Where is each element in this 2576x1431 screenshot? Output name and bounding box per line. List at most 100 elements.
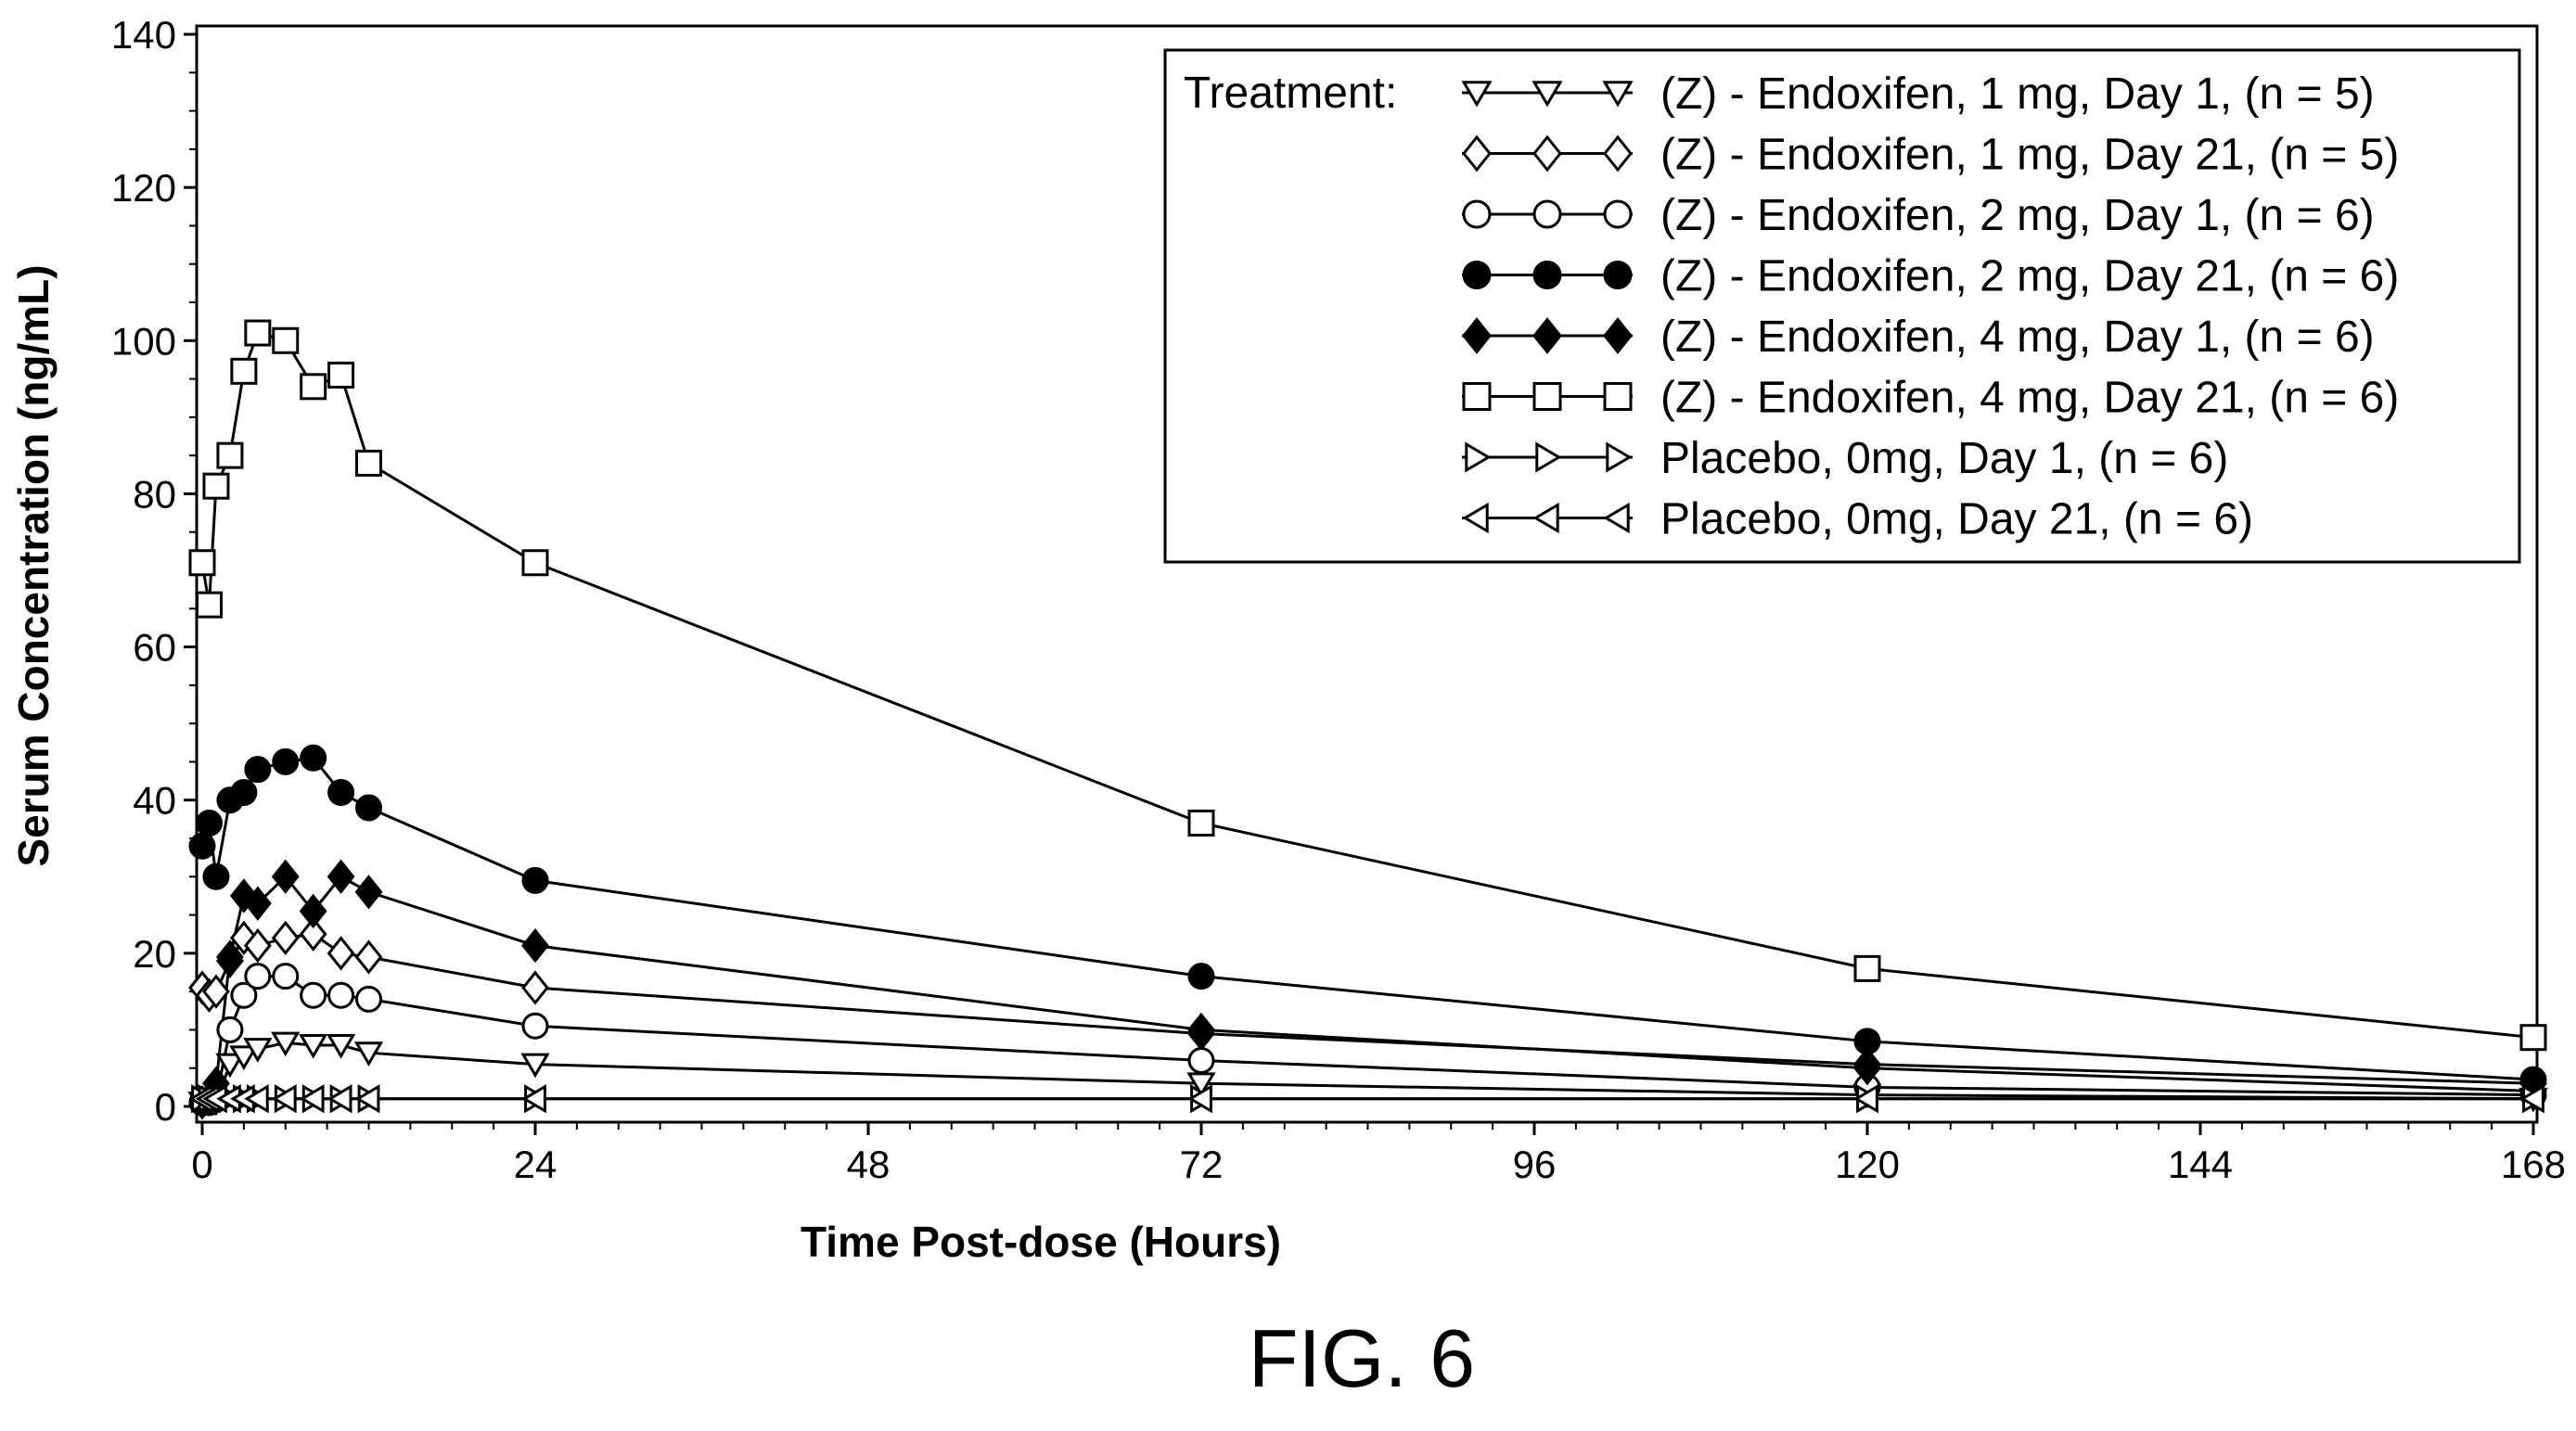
legend-marker xyxy=(1603,199,1633,229)
x-tick-label: 168 xyxy=(2501,1143,2566,1186)
y-tick-label: 60 xyxy=(133,626,176,670)
data-point-series-5 xyxy=(1187,1012,1215,1048)
x-tick-label: 0 xyxy=(191,1143,212,1186)
data-point-series-4 xyxy=(1853,1028,1881,1055)
legend-marker xyxy=(1462,134,1492,172)
legend-entry-label: (Z) - Endoxifen, 2 mg, Day 21, (n = 6) xyxy=(1660,252,2399,301)
legend-title: Treatment: xyxy=(1184,69,1397,118)
data-point-series-4 xyxy=(327,778,355,806)
y-tick-label: 140 xyxy=(111,13,176,57)
legend-box xyxy=(1163,48,2521,564)
legend: Treatment: (Z) - Endoxifen, 1 mg, Day 1, … xyxy=(1163,48,2521,564)
legend-marker xyxy=(1606,441,1633,473)
legend-marker xyxy=(1462,261,1492,289)
legend-marker xyxy=(1462,199,1492,229)
x-tick-label: 120 xyxy=(1835,1143,1900,1186)
x-tick-label: 144 xyxy=(2168,1143,2233,1186)
data-point-series-1 xyxy=(271,1031,301,1057)
series-line-5 xyxy=(201,875,2534,1105)
data-point-series-2 xyxy=(202,974,230,1009)
legend-marker xyxy=(1603,382,1633,411)
data-point-series-3 xyxy=(327,981,355,1009)
legend-marker xyxy=(1465,441,1492,473)
x-tick-label: 96 xyxy=(1513,1143,1557,1186)
data-point-series-3 xyxy=(216,1016,244,1043)
data-point-series-6 xyxy=(195,591,223,619)
data-point-series-6 xyxy=(216,441,244,469)
y-tick-label: 40 xyxy=(133,779,176,823)
data-point-series-1 xyxy=(299,1034,328,1059)
legend-marker xyxy=(1532,134,1562,172)
legend-entry-label: (Z) - Endoxifen, 1 mg, Day 21, (n = 5) xyxy=(1660,131,2399,180)
data-point-series-1 xyxy=(520,1053,550,1079)
data-point-series-6 xyxy=(1853,954,1881,982)
data-point-series-1 xyxy=(215,1053,245,1079)
data-point-series-6 xyxy=(1187,809,1215,837)
data-point-series-4 xyxy=(202,862,230,890)
series-markers xyxy=(187,319,2548,1120)
data-point-series-3 xyxy=(230,981,258,1009)
data-point-series-5 xyxy=(354,875,383,910)
y-tick-label: 20 xyxy=(133,932,176,976)
data-point-series-4 xyxy=(230,778,258,806)
legend-marker xyxy=(1602,81,1634,108)
data-point-series-5 xyxy=(327,859,355,894)
data-point-series-5 xyxy=(521,927,549,964)
legend-marker xyxy=(1532,261,1562,289)
data-point-series-3 xyxy=(355,985,382,1013)
data-point-series-8 xyxy=(2519,1084,2544,1114)
x-tick-label: 48 xyxy=(847,1143,891,1186)
figure-caption: FIG. 6 xyxy=(1249,1312,1476,1404)
legend-marker xyxy=(1532,502,1559,534)
legend-marker xyxy=(1532,81,1563,108)
data-point-series-6 xyxy=(521,549,549,577)
data-point-series-6 xyxy=(272,326,300,354)
data-point-series-1 xyxy=(229,1045,259,1070)
axes: 0 20 40 60 80 100 120 140 0 24 48 72 96 120 144 168 xyxy=(111,13,2566,1186)
legend-entry-label: (Z) - Endoxifen, 2 mg, Day 1, (n = 6) xyxy=(1660,191,2375,240)
data-point-series-6 xyxy=(355,449,382,477)
data-point-series-6 xyxy=(230,357,258,385)
data-point-series-8 xyxy=(1187,1084,1212,1114)
data-point-series-8 xyxy=(300,1084,325,1114)
data-point-series-8 xyxy=(272,1084,297,1114)
data-point-series-8 xyxy=(521,1084,546,1114)
legend-entry-label: Placebo, 0mg, Day 21, (n = 6) xyxy=(1660,495,2253,544)
data-point-series-3 xyxy=(244,963,272,990)
data-point-series-5 xyxy=(243,886,272,921)
x-tick-label: 72 xyxy=(1180,1143,1224,1186)
data-point-series-6 xyxy=(327,361,355,389)
legend-marker xyxy=(1461,81,1493,108)
data-point-series-8 xyxy=(354,1084,380,1114)
legend-marker xyxy=(1535,441,1562,473)
data-point-series-2 xyxy=(327,936,355,971)
data-point-series-5 xyxy=(215,939,244,975)
legend-marker xyxy=(1603,261,1633,289)
data-point-series-6 xyxy=(188,549,216,577)
data-point-series-1 xyxy=(353,1041,384,1067)
data-point-series-2 xyxy=(521,970,549,1005)
legend-marker xyxy=(1532,199,1562,229)
data-point-series-1 xyxy=(326,1034,356,1059)
data-point-series-6 xyxy=(300,373,327,401)
data-point-series-4 xyxy=(272,747,300,775)
data-point-series-4 xyxy=(195,809,223,837)
y-tick-label: 100 xyxy=(111,319,176,363)
legend-entry-label: Placebo, 0mg, Day 1, (n = 6) xyxy=(1660,434,2228,483)
data-point-series-1 xyxy=(243,1038,273,1063)
x-tick-label: 24 xyxy=(514,1143,557,1186)
x-axis-title: Time Post-dose (Hours) xyxy=(801,1218,1281,1266)
data-point-series-6 xyxy=(202,472,230,500)
series-line-4 xyxy=(200,756,2534,1081)
data-point-series-5 xyxy=(1853,1051,1881,1086)
data-point-series-2 xyxy=(354,939,383,975)
data-point-series-4 xyxy=(355,794,382,822)
legend-marker xyxy=(1462,502,1489,534)
data-point-series-3 xyxy=(300,981,327,1009)
legend-entry-label: (Z) - Endoxifen, 4 mg, Day 1, (n = 6) xyxy=(1660,313,2375,362)
data-point-series-2 xyxy=(271,920,300,955)
data-point-series-2 xyxy=(299,916,327,952)
data-point-series-2 xyxy=(243,927,272,964)
data-point-series-3 xyxy=(1187,1046,1215,1074)
